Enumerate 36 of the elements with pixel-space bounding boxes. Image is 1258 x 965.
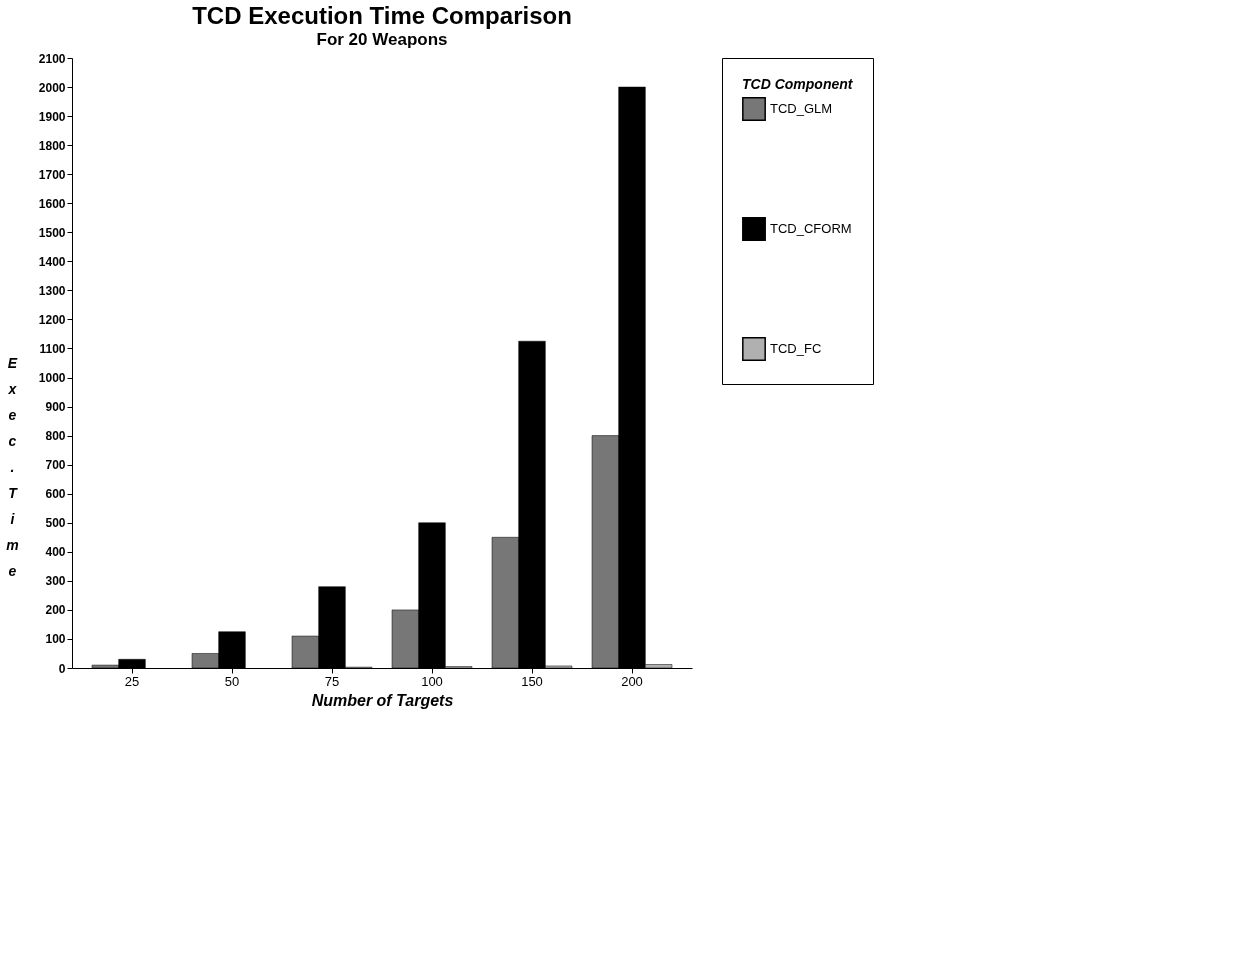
y-tick-label: 1800	[38, 138, 66, 153]
x-tick-label: 50	[224, 673, 240, 689]
x-axis-title: Number of Targets	[311, 691, 454, 709]
x-tick-label: 150	[521, 673, 543, 689]
legend-title: TCD Component	[742, 76, 854, 92]
x-tick-label: 200	[621, 673, 643, 689]
y-tick-label: 600	[45, 487, 66, 502]
chart-title: TCD Execution Time Comparison	[192, 2, 572, 29]
x-tick-label: 25	[124, 673, 140, 689]
y-tick-label: 1400	[38, 254, 66, 269]
legend-label: TCD_GLM	[770, 101, 833, 116]
x-tick-label: 75	[324, 673, 340, 689]
y-tick-label: 900	[45, 400, 66, 415]
y-tick-label: 400	[45, 545, 66, 560]
legend-label: TCD_FC	[770, 341, 822, 356]
y-tick-label: 1100	[39, 341, 66, 356]
y-tick-label: 2000	[38, 80, 66, 95]
text: Exec. Time	[6, 354, 19, 579]
x-tick-label: 100	[421, 673, 443, 689]
y-tick-label: 800	[45, 429, 66, 444]
y-tick-label: 1000	[38, 371, 66, 386]
chart-subtitle: For 20 Weapons	[316, 30, 448, 49]
y-tick-label: 1700	[38, 167, 66, 182]
y-tick-label: 100	[45, 632, 66, 647]
y-tick-label: 2100	[38, 51, 66, 66]
y-tick-label: 1500	[38, 225, 66, 240]
y-tick-label: 500	[45, 516, 66, 531]
legend-label: TCD_CFORM	[770, 221, 852, 236]
y-tick-label: 1600	[38, 196, 66, 211]
y-tick-label: 300	[45, 574, 66, 589]
y-tick-label: 1900	[38, 109, 66, 124]
y-tick-label: 0	[58, 661, 66, 676]
y-tick-label: 1200	[38, 312, 66, 327]
y-tick-label: 1300	[38, 283, 66, 298]
y-tick-label: 700	[45, 458, 66, 473]
y-tick-label: 200	[45, 603, 66, 618]
